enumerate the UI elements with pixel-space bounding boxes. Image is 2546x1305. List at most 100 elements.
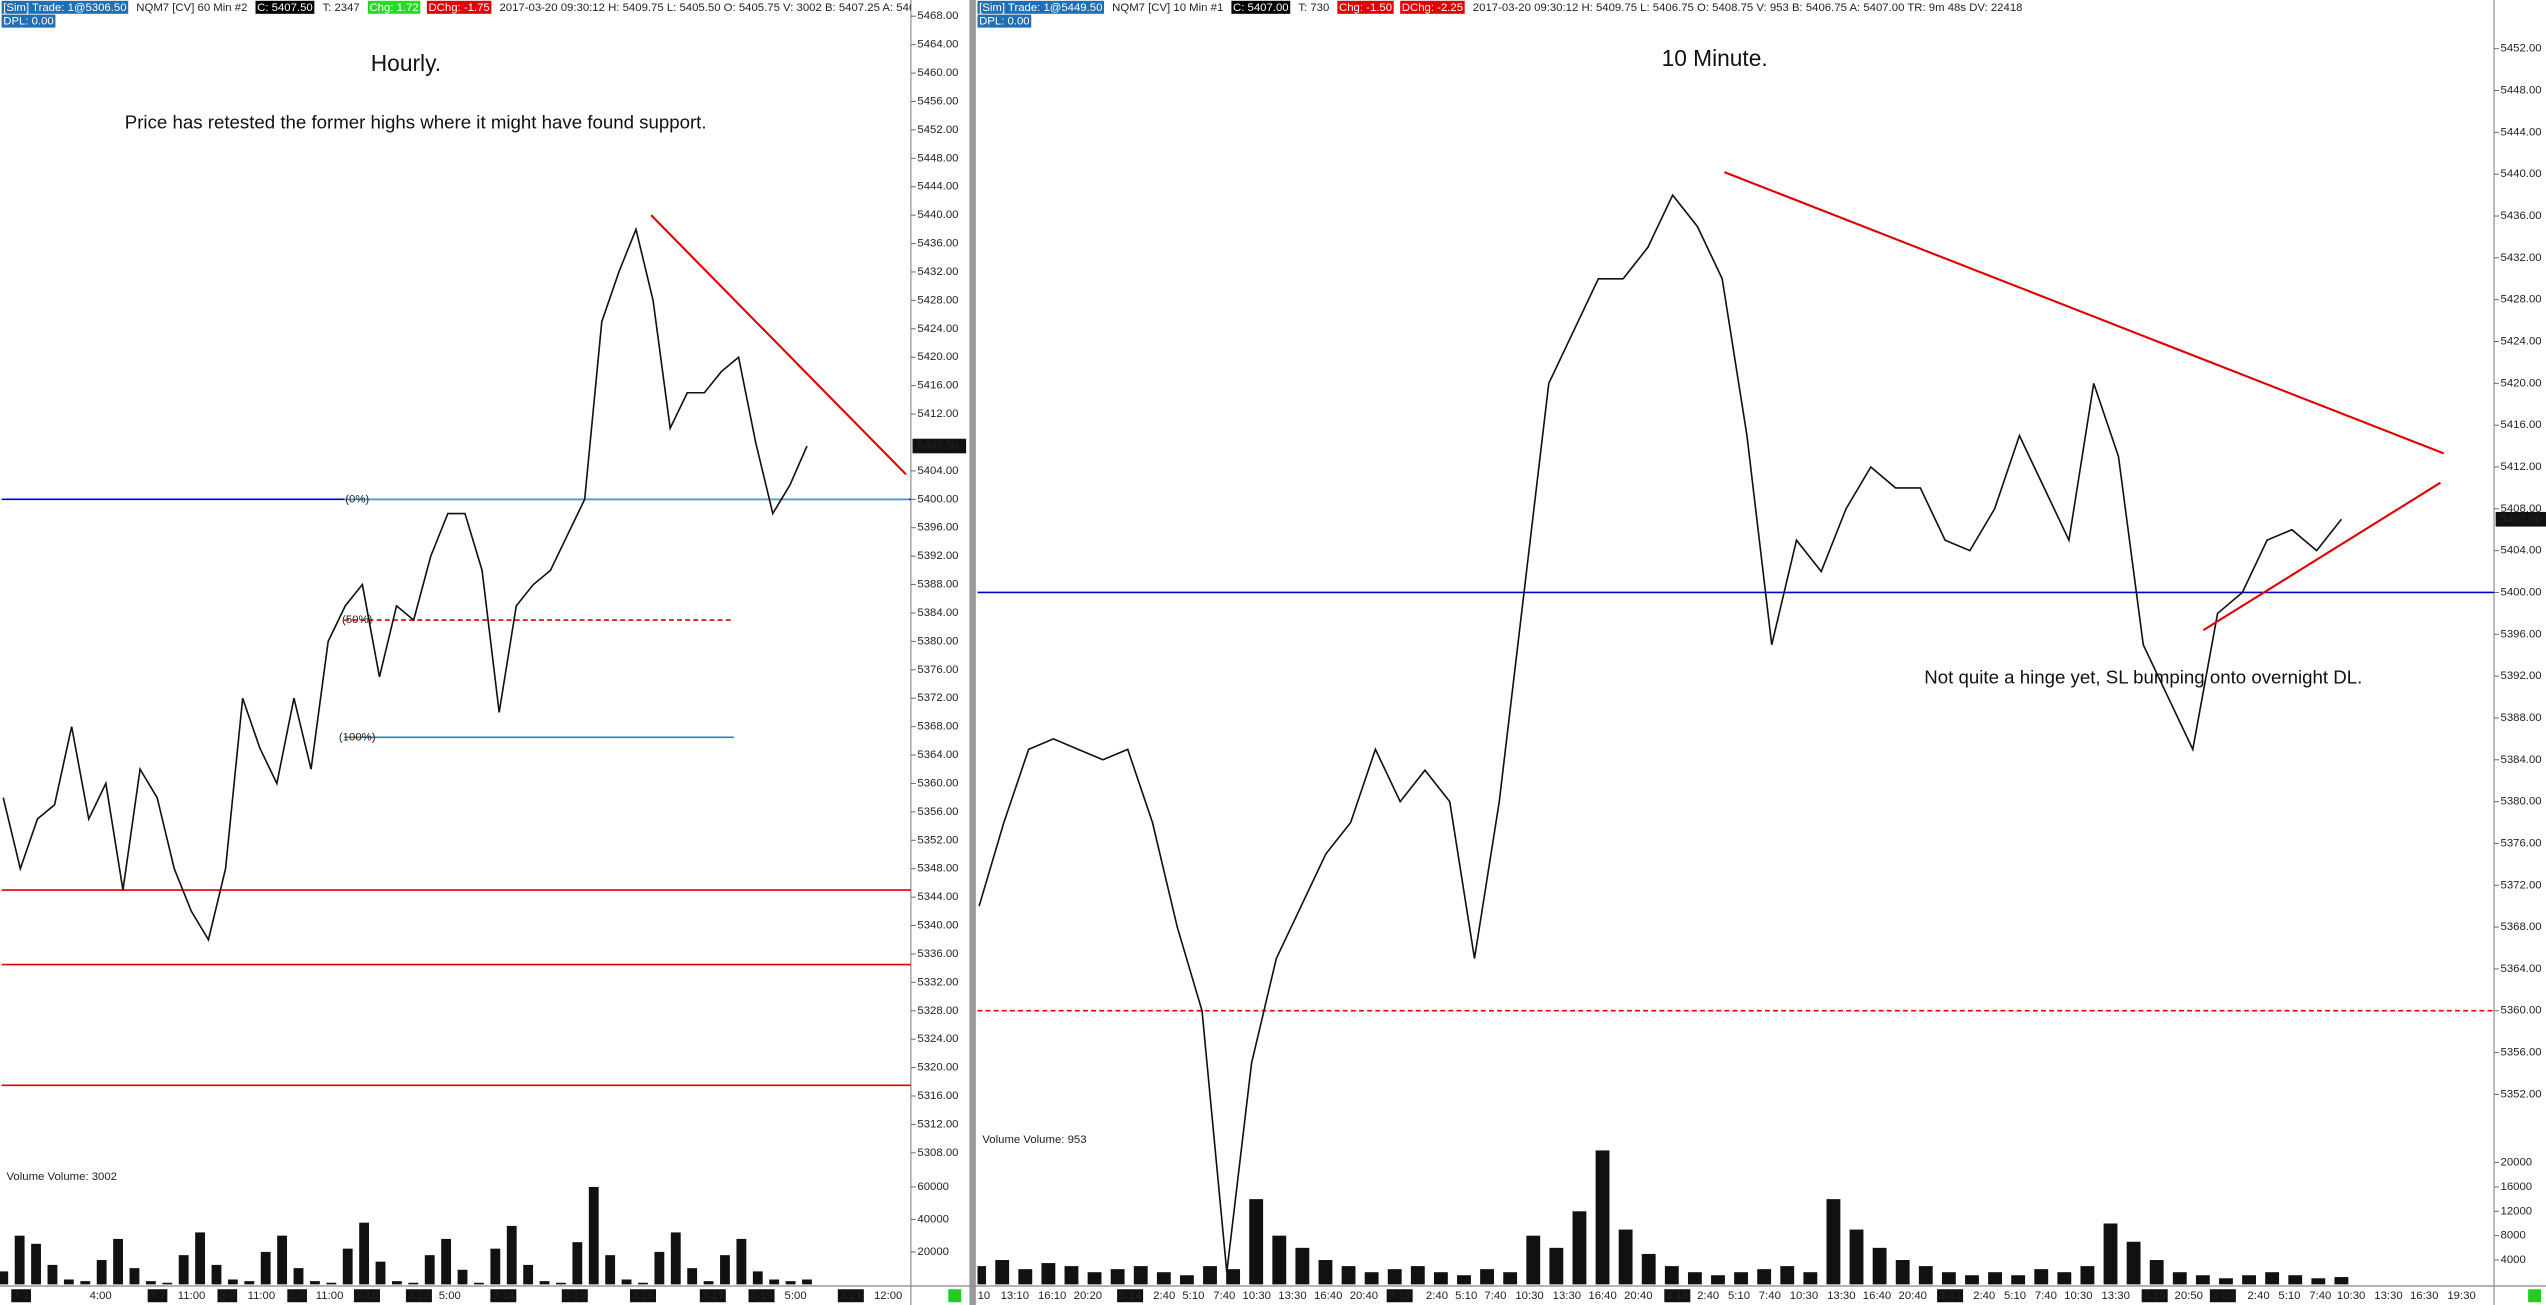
y-tick-label: 5368.00 bbox=[917, 721, 958, 733]
x-tick-label: 10:30 bbox=[1790, 1290, 1818, 1302]
x-tick-label: 7:40 bbox=[2309, 1290, 2331, 1302]
header-field: C: 5407.50 bbox=[257, 2, 313, 14]
y-tick-label: 5436.00 bbox=[917, 238, 958, 250]
volume-bar bbox=[1203, 1266, 1217, 1285]
trend-line bbox=[650, 214, 907, 476]
x-tick-label: 7:40 bbox=[2035, 1290, 2057, 1302]
y-tick-label: 5468.00 bbox=[917, 10, 958, 22]
header-field: NQM7 [CV] 10 Min #1 bbox=[1112, 2, 1223, 14]
x-tick-label: 3-3 bbox=[13, 1290, 29, 1302]
x-tick-label: 16:30 bbox=[2410, 1290, 2438, 1302]
header-field: NQM7 [CV] 60 Min #2 bbox=[136, 2, 247, 14]
y-tick-label: 5420.00 bbox=[2501, 377, 2542, 389]
x-tick-label: 2:40 bbox=[2248, 1290, 2270, 1302]
dpl-badge bbox=[1, 14, 56, 28]
volume-bar bbox=[1872, 1247, 1887, 1285]
x-tick-label: 5:10 bbox=[2278, 1290, 2300, 1302]
volume-bar bbox=[391, 1281, 402, 1285]
y-tick-label: 5352.00 bbox=[2501, 1088, 2542, 1100]
volume-bar bbox=[1480, 1269, 1495, 1285]
volume-bar bbox=[670, 1232, 681, 1285]
x-tick-label: 2:40 bbox=[1426, 1290, 1448, 1302]
date-badge bbox=[2141, 1289, 2168, 1303]
y-tick-label: 5396.00 bbox=[917, 522, 958, 534]
header-badge bbox=[977, 0, 1105, 14]
last-price-badge bbox=[912, 438, 967, 454]
volume-bar bbox=[96, 1260, 107, 1285]
y-tick-label: 5392.00 bbox=[917, 550, 958, 562]
header-field: 2017-03-20 09:30:12 H: 5409.75 L: 5405.5… bbox=[499, 2, 955, 14]
header-badge bbox=[1231, 0, 1291, 14]
volume-bar bbox=[802, 1279, 812, 1285]
x-tick-label: 10:30 bbox=[2337, 1290, 2365, 1302]
date-badge bbox=[287, 1289, 307, 1303]
volume-bar bbox=[129, 1268, 140, 1285]
y-tick-label: 5308.00 bbox=[917, 1147, 958, 1159]
volume-bar bbox=[2103, 1223, 2118, 1285]
y-tick-label: 5372.00 bbox=[917, 692, 958, 704]
y-tick-label: 5376.00 bbox=[917, 664, 958, 676]
header-badge bbox=[426, 0, 492, 14]
volume-bar bbox=[2288, 1275, 2303, 1285]
y-tick-label: 5400.00 bbox=[2501, 586, 2542, 598]
volume-bar bbox=[1734, 1272, 1749, 1285]
header-field: T: 730 bbox=[1298, 2, 1329, 14]
volume-bar bbox=[1295, 1247, 1310, 1285]
volume-bar bbox=[1318, 1260, 1333, 1285]
volume-bar bbox=[1595, 1150, 1610, 1285]
volume-bar bbox=[1849, 1229, 1864, 1285]
y-tick-label: 5380.00 bbox=[917, 635, 958, 647]
volume-bar bbox=[1687, 1272, 1702, 1285]
header-field: DChg: -1.75 bbox=[428, 2, 489, 14]
x-tick-label: 11:00 bbox=[316, 1290, 344, 1302]
y-tick-label: 5392.00 bbox=[2501, 670, 2542, 682]
panel-divider bbox=[969, 0, 976, 1305]
y-tick-label: 5384.00 bbox=[917, 607, 958, 619]
volume-bar bbox=[995, 1260, 1010, 1285]
volume-bar bbox=[654, 1251, 665, 1285]
volume-bar bbox=[752, 1271, 763, 1285]
x-tick-label: 3-14 bbox=[1119, 1290, 1142, 1302]
y-tick-label: 5424.00 bbox=[2501, 336, 2542, 348]
y-tick-label: 5432.00 bbox=[917, 266, 958, 278]
x-tick-label: 16:10 bbox=[1038, 1290, 1066, 1302]
x-tick-label: 5:10 bbox=[1455, 1290, 1477, 1302]
header-field: C: 5407.00 bbox=[1233, 2, 1289, 14]
header-badge bbox=[367, 0, 421, 14]
volume-bar bbox=[195, 1232, 206, 1285]
volume-bar bbox=[556, 1282, 566, 1285]
volume-bar bbox=[1249, 1199, 1264, 1285]
x-tick-label: 20:40 bbox=[1899, 1290, 1927, 1302]
last-price-label: 5407.00 bbox=[2501, 513, 2542, 525]
date-badge bbox=[1664, 1289, 1691, 1303]
y-tick-label: 5444.00 bbox=[2501, 126, 2542, 138]
x-tick-label: 13:10 bbox=[1001, 1290, 1029, 1302]
volume-bar bbox=[2126, 1241, 2141, 1285]
x-tick-label: 13:30 bbox=[2101, 1290, 2129, 1302]
y-tick-label: 5384.00 bbox=[2501, 754, 2542, 766]
date-badge bbox=[147, 1289, 168, 1303]
volume-bar bbox=[2149, 1260, 2164, 1285]
date-badge bbox=[837, 1289, 864, 1303]
volume-bar bbox=[687, 1268, 698, 1285]
date-badge bbox=[217, 1289, 238, 1303]
volume-bar bbox=[1041, 1263, 1056, 1285]
volume-bar bbox=[424, 1255, 435, 1285]
volume-bar bbox=[1918, 1266, 1933, 1285]
x-tick-label: 4:00 bbox=[90, 1290, 112, 1302]
volume-bar bbox=[1018, 1269, 1033, 1285]
volume-bar bbox=[2265, 1272, 2280, 1285]
annotation-note: Price has retested the former highs wher… bbox=[125, 111, 707, 132]
y-tick-label: 5452.00 bbox=[2501, 43, 2542, 55]
y-tick-label: 5388.00 bbox=[2501, 712, 2542, 724]
volume-bar bbox=[0, 1271, 9, 1285]
y-tick-label: 5336.00 bbox=[917, 948, 958, 960]
volume-bar bbox=[490, 1248, 501, 1285]
volume-tick-label: 60000 bbox=[917, 1181, 949, 1193]
volume-bar bbox=[441, 1238, 452, 1285]
dpl: DPL: 0.00 bbox=[3, 16, 54, 28]
annotation-title: 10 Minute. bbox=[1662, 45, 1768, 71]
date-badge bbox=[405, 1289, 432, 1303]
y-tick-label: 5412.00 bbox=[917, 408, 958, 420]
x-tick-label: 3-19 bbox=[2143, 1290, 2166, 1302]
